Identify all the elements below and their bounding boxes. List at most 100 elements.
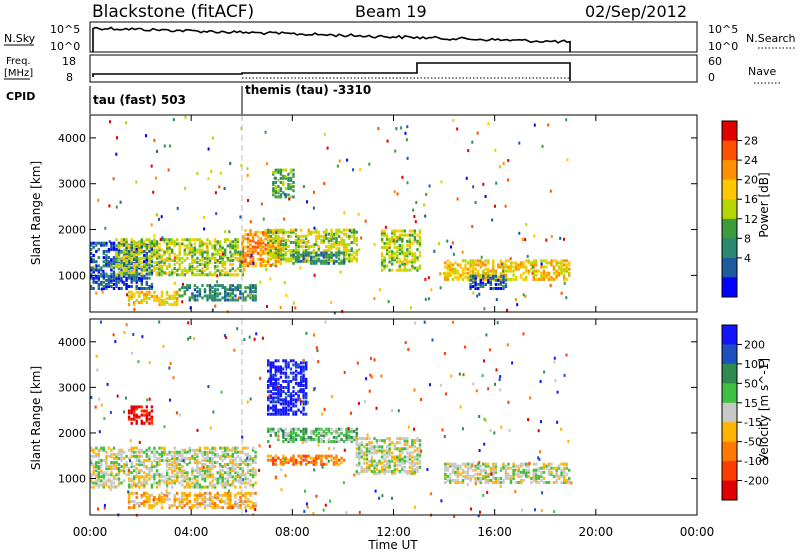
echo-cell [305, 458, 308, 462]
echo-cell [360, 449, 363, 453]
echo-cell [178, 263, 181, 266]
echo-cell [292, 249, 295, 253]
echo-cell [340, 259, 343, 263]
echo-cell [229, 298, 232, 302]
echo-cell [95, 454, 98, 458]
echo-cell [321, 412, 324, 416]
echo-cell [277, 168, 280, 172]
echo-cell [396, 237, 399, 241]
echo-cell [274, 381, 277, 385]
echo-cell [332, 261, 336, 265]
echo-cell [219, 506, 222, 510]
echo-cell [100, 403, 103, 407]
echo-cell [191, 250, 194, 254]
echo-cell [231, 267, 234, 271]
echo-cell [335, 460, 338, 464]
echo-cell [251, 251, 255, 255]
echo-cell [100, 241, 103, 245]
echo-cell [282, 174, 285, 178]
echo-cell [339, 270, 342, 274]
echo-cell [115, 276, 118, 280]
echo-cell [280, 468, 283, 472]
echo-cell [315, 429, 318, 433]
echo-cell [206, 452, 209, 456]
echo-cell [471, 280, 475, 284]
echo-cell [163, 298, 166, 302]
echo-cell [186, 286, 189, 290]
echo-cell [444, 275, 447, 279]
echo-cell [497, 265, 500, 269]
echo-cell [542, 277, 546, 281]
echo-cell [337, 433, 341, 437]
echo-cell [350, 435, 353, 439]
echo-cell [292, 458, 295, 462]
echo-cell [307, 247, 310, 251]
echo-cell [153, 465, 156, 469]
echo-cell [224, 240, 227, 244]
echo-cell [120, 273, 123, 277]
echo-cell [292, 241, 295, 244]
echo-cell [284, 367, 288, 371]
echo-cell [522, 293, 525, 297]
echo-cell [451, 241, 454, 245]
echo-cell [269, 377, 272, 381]
echo-cell [391, 256, 394, 260]
echo-cell [336, 164, 339, 168]
echo-cell [456, 269, 460, 273]
echo-cell [322, 259, 326, 263]
echo-cell [297, 433, 300, 437]
echo-cell [350, 241, 353, 244]
echo-cell [497, 263, 500, 267]
echo-cell [176, 471, 179, 475]
echo-cell [231, 288, 234, 292]
echo-cell [183, 475, 186, 479]
echo-cell [138, 456, 141, 460]
echo-cell [322, 236, 326, 240]
echo-cell [289, 234, 293, 238]
echo-cell [388, 461, 391, 465]
echo-cell [487, 462, 490, 466]
cpid-segment-2: themis (tau) -3310 [245, 83, 371, 97]
echo-cell [183, 273, 186, 277]
echo-cell [188, 446, 191, 450]
echo-cell [342, 458, 346, 462]
echo-cell [355, 441, 358, 445]
echo-cell [451, 470, 455, 474]
echo-cell [160, 479, 164, 483]
echo-cell [127, 246, 131, 250]
echo-cell [360, 469, 363, 473]
echo-cell [241, 469, 245, 473]
echo-cell [340, 460, 343, 464]
echo-cell [394, 149, 397, 153]
echo-cell [143, 493, 146, 497]
echo-cell [396, 447, 399, 451]
echo-cell [196, 269, 199, 273]
echo-cell [163, 258, 166, 262]
echo-cell [494, 148, 497, 152]
echo-cell [178, 256, 181, 260]
echo-cell [317, 232, 320, 236]
echo-cell [198, 485, 202, 489]
echo-cell [198, 269, 202, 273]
echo-cell [267, 243, 270, 247]
echo-cell [285, 293, 288, 297]
echo-cell [203, 256, 207, 260]
echo-cell [411, 467, 414, 471]
echo-cell [297, 408, 300, 412]
echo-cell [275, 231, 278, 235]
echo-cell [284, 392, 288, 396]
echo-cell [322, 241, 326, 244]
echo-cell [499, 261, 503, 265]
echo-cell [186, 497, 189, 501]
echo-cell [196, 260, 199, 264]
echo-cell [310, 435, 313, 439]
echo-cell [312, 429, 315, 433]
echo-cell [320, 462, 323, 466]
echo-cell [327, 236, 331, 240]
echo-cell [509, 267, 513, 271]
echo-cell [498, 165, 501, 169]
echo-cell [413, 463, 417, 467]
echo-cell [289, 400, 293, 404]
echo-cell [130, 244, 133, 248]
echo-cell [269, 400, 272, 404]
